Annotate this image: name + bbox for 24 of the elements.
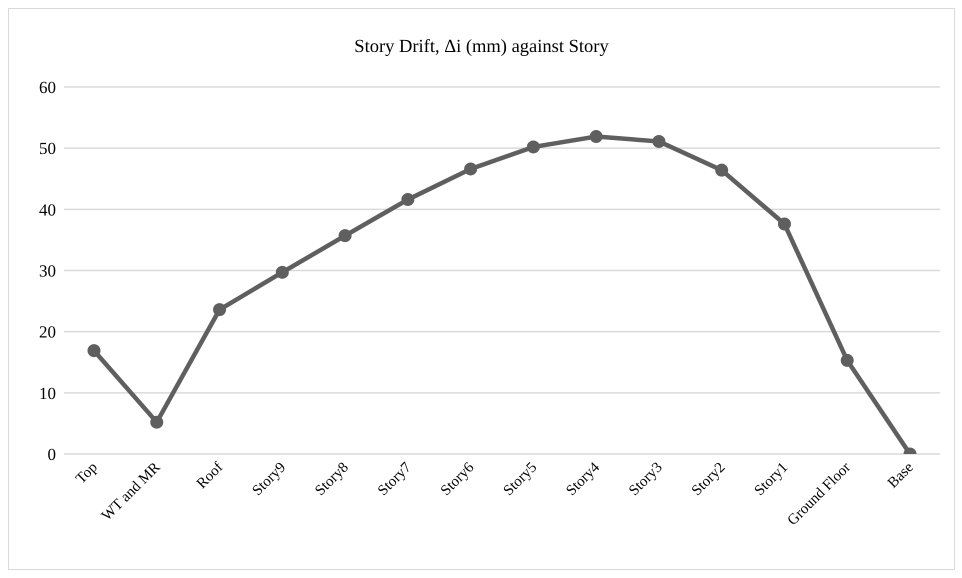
point (840, 354, 854, 367)
point (652, 134, 666, 148)
point (464, 162, 478, 176)
point (526, 140, 540, 154)
y-tick-label: 30 (39, 262, 56, 281)
point (150, 416, 164, 429)
y-tick-label: 10 (39, 384, 56, 403)
y-tick-label: 50 (39, 139, 56, 158)
point (338, 229, 352, 242)
x-tick-label: WT and MR (98, 460, 164, 524)
y-tick-label: 40 (39, 200, 56, 220)
point (213, 303, 226, 316)
point (715, 164, 728, 177)
x-tick-label: Base (884, 459, 918, 492)
point (276, 266, 289, 279)
point (778, 218, 791, 231)
point (401, 193, 414, 206)
point (88, 344, 100, 358)
y-tick-label: 60 (39, 78, 56, 98)
x-tick-label: Top (73, 460, 101, 488)
chart-title: Story Drift, Δi (mm) against Story (353, 37, 610, 58)
y-tick-label: 20 (39, 322, 56, 342)
y-tick-label: 0 (48, 445, 56, 464)
point (590, 130, 603, 144)
